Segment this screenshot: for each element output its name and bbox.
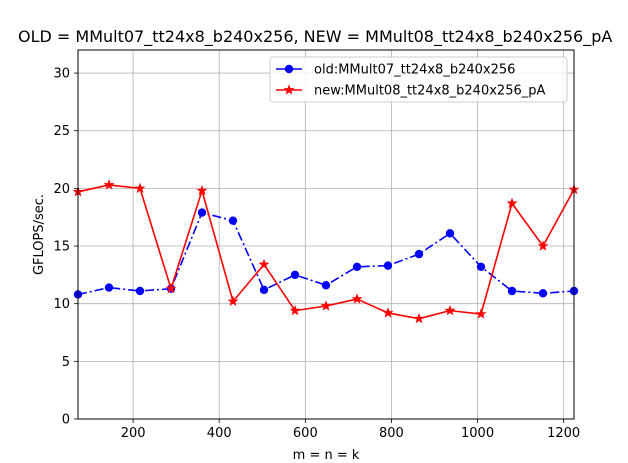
data-point bbox=[227, 295, 239, 307]
data-point bbox=[290, 270, 300, 280]
x-tick-label: 800 bbox=[379, 426, 404, 441]
x-tick-label: 1000 bbox=[461, 426, 494, 441]
data-point bbox=[506, 197, 518, 209]
legend: old:MMult07_tt24x8_b240x256 new:MMult08_t… bbox=[269, 56, 568, 103]
data-point bbox=[351, 293, 363, 304]
data-point bbox=[476, 262, 486, 271]
tick-layer: 200 400 600 800 1000 1200 0 5 10 15 20 25 30 bbox=[53, 67, 580, 441]
data-point bbox=[321, 281, 331, 290]
grid-lines bbox=[78, 50, 574, 420]
x-tick-label: 200 bbox=[121, 426, 146, 441]
x-tick-label: 1200 bbox=[547, 426, 580, 441]
series-2 bbox=[72, 179, 580, 324]
chart-title: OLD = MMult07_tt24x8_b240x256, NEW = MMu… bbox=[18, 27, 612, 47]
data-point bbox=[103, 179, 115, 190]
data-point bbox=[352, 262, 362, 271]
data-point bbox=[228, 216, 238, 225]
x-tick-label: 400 bbox=[207, 426, 232, 441]
y-axis-label: GFLOPS/sec. bbox=[32, 194, 47, 275]
y-tick-label: 20 bbox=[53, 182, 70, 197]
data-point bbox=[382, 307, 394, 318]
data-point bbox=[414, 249, 424, 259]
legend-marker bbox=[284, 64, 294, 74]
data-point bbox=[289, 304, 301, 316]
data-point bbox=[475, 308, 487, 319]
y-tick-label: 0 bbox=[62, 413, 70, 428]
data-point bbox=[135, 286, 145, 296]
data-point bbox=[444, 304, 456, 316]
data-point bbox=[259, 285, 269, 295]
x-axis-label: m = n = k bbox=[293, 448, 360, 463]
data-point bbox=[320, 300, 332, 311]
data-point bbox=[507, 286, 517, 296]
data-point bbox=[196, 184, 208, 196]
data-point bbox=[165, 282, 177, 294]
data-point bbox=[197, 208, 207, 217]
series-layer bbox=[72, 179, 580, 324]
data-point bbox=[445, 229, 455, 238]
y-tick-label: 10 bbox=[53, 297, 70, 312]
y-tick-label: 15 bbox=[53, 240, 70, 255]
data-point bbox=[258, 258, 270, 270]
data-point bbox=[537, 240, 549, 251]
plot-frame bbox=[77, 49, 575, 420]
data-point bbox=[104, 283, 114, 292]
data-point bbox=[134, 182, 146, 194]
legend-entries: old:MMult07_tt24x8_b240x256 new:MMult08_t… bbox=[276, 63, 545, 99]
data-point bbox=[413, 312, 425, 324]
data-point bbox=[383, 261, 393, 270]
y-tick-label: 30 bbox=[53, 67, 70, 82]
legend-marker bbox=[283, 84, 295, 95]
legend-label: new:MMult08_tt24x8_b240x256_pA bbox=[314, 84, 545, 99]
data-point bbox=[538, 289, 548, 298]
y-tick-label: 5 bbox=[62, 355, 70, 370]
legend-box bbox=[269, 56, 568, 103]
x-tick-label: 600 bbox=[293, 426, 318, 441]
legend-label: old:MMult07_tt24x8_b240x256 bbox=[314, 63, 515, 78]
y-tick-label: 25 bbox=[53, 124, 70, 139]
